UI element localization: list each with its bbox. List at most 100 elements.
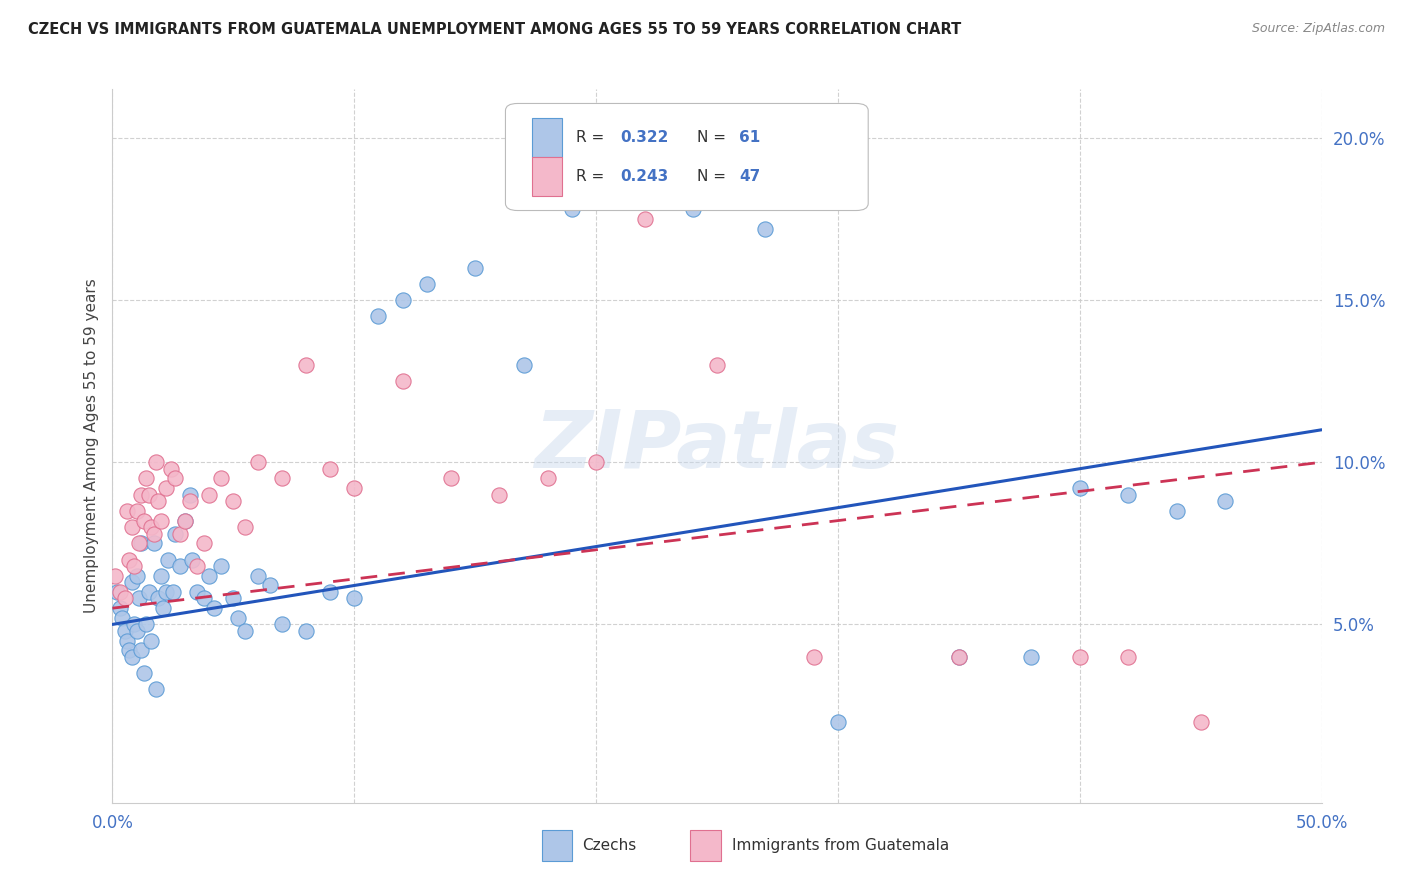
- FancyBboxPatch shape: [506, 103, 868, 211]
- Point: [1069, 481, 1091, 495]
- Point: [132, 666, 155, 681]
- Text: Immigrants from Guatemala: Immigrants from Guatemala: [731, 838, 949, 853]
- Point: [295, 358, 318, 372]
- Point: [246, 455, 269, 469]
- Point: [155, 585, 177, 599]
- Point: [111, 611, 134, 625]
- Text: N =: N =: [696, 169, 730, 184]
- Point: [155, 481, 177, 495]
- Point: [561, 202, 583, 217]
- Point: [141, 520, 163, 534]
- Point: [169, 559, 191, 574]
- Point: [145, 682, 167, 697]
- Point: [343, 481, 366, 495]
- Point: [157, 552, 180, 566]
- Point: [295, 624, 318, 638]
- Point: [948, 649, 970, 664]
- Point: [104, 568, 127, 582]
- Text: 0.322: 0.322: [620, 130, 669, 145]
- Text: R =: R =: [575, 130, 609, 145]
- Point: [174, 514, 197, 528]
- Point: [132, 514, 155, 528]
- Point: [135, 471, 157, 485]
- Text: CZECH VS IMMIGRANTS FROM GUATEMALA UNEMPLOYMENT AMONG AGES 55 TO 59 YEARS CORREL: CZECH VS IMMIGRANTS FROM GUATEMALA UNEMP…: [28, 22, 962, 37]
- Text: 0.243: 0.243: [620, 169, 669, 184]
- Point: [488, 488, 510, 502]
- Point: [135, 617, 157, 632]
- Point: [209, 471, 232, 485]
- Point: [754, 221, 776, 235]
- Point: [609, 179, 631, 194]
- Point: [174, 514, 197, 528]
- Point: [179, 488, 201, 502]
- Point: [114, 591, 136, 606]
- FancyBboxPatch shape: [531, 118, 562, 157]
- Point: [270, 471, 292, 485]
- Point: [198, 488, 221, 502]
- Point: [1166, 504, 1188, 518]
- Text: Czechs: Czechs: [582, 838, 636, 853]
- Point: [193, 591, 215, 606]
- Point: [186, 585, 208, 599]
- Point: [108, 585, 131, 599]
- Point: [706, 358, 728, 372]
- Point: [118, 643, 141, 657]
- Point: [1213, 494, 1236, 508]
- Point: [121, 520, 143, 534]
- FancyBboxPatch shape: [690, 830, 721, 862]
- Text: Source: ZipAtlas.com: Source: ZipAtlas.com: [1251, 22, 1385, 36]
- Point: [115, 504, 138, 518]
- Point: [948, 649, 970, 664]
- Point: [193, 536, 215, 550]
- Point: [682, 202, 704, 217]
- Point: [142, 536, 165, 550]
- Point: [391, 374, 413, 388]
- Point: [169, 526, 191, 541]
- Point: [202, 601, 225, 615]
- Point: [803, 649, 825, 664]
- Point: [114, 624, 136, 638]
- Y-axis label: Unemployment Among Ages 55 to 59 years: Unemployment Among Ages 55 to 59 years: [83, 278, 98, 614]
- Point: [128, 536, 150, 550]
- Point: [1116, 649, 1139, 664]
- Point: [270, 617, 292, 632]
- FancyBboxPatch shape: [541, 830, 572, 862]
- Point: [118, 552, 141, 566]
- Point: [121, 575, 143, 590]
- Point: [1116, 488, 1139, 502]
- Point: [246, 568, 269, 582]
- Point: [222, 591, 245, 606]
- Point: [198, 568, 221, 582]
- FancyBboxPatch shape: [531, 157, 562, 196]
- Point: [235, 624, 257, 638]
- Point: [537, 471, 560, 485]
- Point: [159, 461, 181, 475]
- Point: [149, 568, 172, 582]
- Point: [105, 585, 128, 599]
- Point: [464, 260, 486, 275]
- Point: [138, 585, 160, 599]
- Point: [512, 358, 534, 372]
- Point: [235, 520, 257, 534]
- Point: [108, 601, 131, 615]
- Text: R =: R =: [575, 169, 609, 184]
- Text: N =: N =: [696, 130, 730, 145]
- Point: [319, 585, 342, 599]
- Point: [142, 526, 165, 541]
- Point: [186, 559, 208, 574]
- Point: [440, 471, 463, 485]
- Point: [122, 559, 145, 574]
- Point: [121, 649, 143, 664]
- Point: [259, 578, 281, 592]
- Point: [122, 617, 145, 632]
- Point: [181, 552, 204, 566]
- Point: [416, 277, 439, 291]
- Point: [367, 310, 389, 324]
- Point: [131, 488, 153, 502]
- Point: [222, 494, 245, 508]
- Point: [1069, 649, 1091, 664]
- Point: [1021, 649, 1043, 664]
- Point: [149, 514, 172, 528]
- Point: [115, 633, 138, 648]
- Text: 61: 61: [738, 130, 761, 145]
